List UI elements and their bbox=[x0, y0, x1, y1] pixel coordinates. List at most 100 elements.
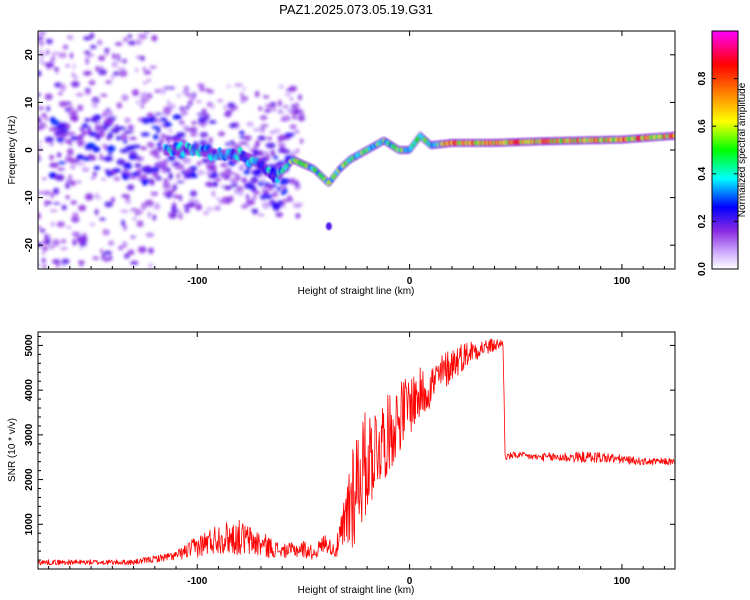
spectrogram-cluster-blob bbox=[262, 189, 269, 196]
spectrogram-cluster-blob bbox=[102, 144, 107, 148]
spectrogram-noise-blob bbox=[166, 191, 172, 199]
spectrogram-noise-blob bbox=[180, 164, 185, 171]
spectrogram-noise-blob bbox=[51, 258, 61, 265]
spectrogram-noise-blob bbox=[38, 263, 41, 267]
spectrogram-noise-blob bbox=[205, 206, 214, 212]
spectrogram-ytick-label: -10 bbox=[24, 190, 35, 205]
spectrogram-noise-blob bbox=[281, 205, 286, 209]
spectrogram-noise-blob bbox=[39, 228, 46, 233]
spectrogram-cluster-blob bbox=[123, 139, 128, 144]
spectrogram-cluster-blob bbox=[198, 116, 207, 124]
spectrogram-noise-blob bbox=[290, 111, 299, 115]
spectrogram-noise-blob bbox=[102, 256, 111, 262]
spectrogram-cluster-blob bbox=[58, 128, 65, 135]
spectrogram-noise-blob bbox=[78, 260, 85, 265]
spectrogram-noise-blob bbox=[264, 108, 272, 113]
spectrogram-cluster-blob bbox=[202, 141, 208, 145]
spectrogram-cluster-blob bbox=[252, 149, 259, 155]
spectrogram-noise-blob bbox=[99, 153, 103, 158]
spectrogram-ytick-label: 20 bbox=[24, 49, 35, 61]
spectrogram-cluster-blob bbox=[86, 142, 96, 149]
spectrogram-cluster-blob bbox=[54, 175, 64, 179]
spectrogram-noise-blob bbox=[118, 69, 128, 77]
spectrogram-cluster-blob bbox=[76, 154, 84, 160]
spectrogram-noise-blob bbox=[215, 197, 221, 200]
spectrogram-cluster-blob bbox=[241, 177, 247, 183]
spectrogram-noise-blob bbox=[130, 235, 136, 239]
spectrogram-noise-blob bbox=[168, 129, 173, 133]
spectrogram-noise-blob bbox=[50, 155, 54, 161]
spectrogram-noise-blob bbox=[41, 251, 46, 256]
spectrogram-noise-blob bbox=[214, 205, 221, 211]
spectrogram-noise-blob bbox=[221, 184, 225, 189]
spectrogram-noise-blob bbox=[61, 204, 67, 211]
spectrogram-noise-blob bbox=[94, 208, 99, 216]
spectrogram-noise-blob bbox=[70, 163, 76, 170]
spectrogram-noise-blob bbox=[99, 217, 106, 221]
spectrogram-cluster-blob bbox=[107, 152, 113, 156]
spectrogram-noise-blob bbox=[196, 161, 202, 166]
spectrogram-cluster-blob bbox=[130, 172, 140, 176]
spectrogram-noise-blob bbox=[94, 192, 99, 199]
spectrogram-noise-blob bbox=[64, 182, 71, 189]
snr-ytick-label: 4000 bbox=[24, 379, 35, 402]
snr-ytick-label: 2000 bbox=[24, 468, 35, 491]
spectrogram-noise-blob bbox=[172, 184, 178, 191]
spectrogram-noise-blob bbox=[100, 93, 108, 98]
spectrogram-cluster-blob bbox=[141, 166, 150, 172]
spectrogram-noise-blob bbox=[277, 136, 282, 143]
spectrogram-cluster-blob bbox=[69, 158, 77, 164]
colorbar-tick-label: 0.4 bbox=[697, 166, 708, 180]
spectrogram-cluster-blob bbox=[66, 131, 76, 136]
spectrogram-noise-blob bbox=[102, 228, 110, 236]
spectrogram-cluster-blob bbox=[239, 130, 245, 136]
spectrogram-cluster-blob bbox=[156, 128, 161, 134]
spectrogram-noise-blob bbox=[207, 89, 214, 94]
spectrogram-noise-blob bbox=[39, 41, 45, 45]
spectrogram-cluster-blob bbox=[225, 142, 230, 146]
spectrogram-plot-area bbox=[38, 31, 675, 269]
spectrogram-noise-blob bbox=[260, 124, 269, 127]
spectrogram-cluster-blob bbox=[160, 117, 167, 122]
spectrogram-noise-blob bbox=[176, 173, 181, 179]
spectrogram-noise-blob bbox=[90, 176, 96, 180]
spectrogram-noise-blob bbox=[177, 208, 181, 214]
spectrogram-noise-blob bbox=[38, 225, 42, 229]
spectrogram-cluster-blob bbox=[124, 130, 134, 134]
spectrogram-cluster-blob bbox=[252, 176, 258, 181]
spectrogram-cluster-blob bbox=[270, 149, 276, 157]
spectrogram-noise-blob bbox=[72, 232, 81, 238]
spectrogram-noise-blob bbox=[202, 124, 205, 128]
spectrogram-noise-blob bbox=[285, 88, 292, 92]
spectrogram-noise-blob bbox=[137, 33, 147, 38]
spectrogram-noise-blob bbox=[126, 184, 135, 191]
spectrogram-noise-blob bbox=[184, 208, 190, 213]
spectrogram-noise-blob bbox=[278, 84, 284, 89]
spectrogram-cluster-blob bbox=[109, 169, 117, 176]
spectrogram-noise-blob bbox=[103, 250, 112, 256]
spectrogram-noise-blob bbox=[293, 130, 300, 134]
spectrogram-noise-blob bbox=[62, 44, 69, 50]
spectrogram-cluster-blob bbox=[92, 171, 98, 177]
spectrogram-noise-blob bbox=[53, 202, 61, 205]
spectrogram-noise-blob bbox=[145, 232, 155, 238]
spectrogram-noise-blob bbox=[295, 148, 300, 153]
spectrogram-noise-blob bbox=[59, 141, 63, 145]
spectrogram-cluster-blob bbox=[95, 126, 106, 131]
spectrogram-cluster-blob bbox=[88, 153, 94, 160]
spectrogram-noise-blob bbox=[38, 212, 42, 220]
spectrogram-noise-blob bbox=[238, 167, 245, 172]
spectrogram-cluster-blob bbox=[168, 172, 173, 180]
spectrogram-noise-blob bbox=[60, 247, 68, 250]
spectrogram-noise-blob bbox=[292, 115, 297, 120]
spectrogram-noise-blob bbox=[282, 115, 291, 122]
spectrogram-cluster-blob bbox=[133, 155, 141, 160]
spectrogram-noise-blob bbox=[292, 202, 300, 209]
spectrogram-cluster-blob bbox=[57, 167, 66, 171]
spectrogram-noise-blob bbox=[50, 221, 56, 227]
spectrogram-noise-blob bbox=[127, 249, 135, 255]
spectrogram-noise-blob bbox=[65, 195, 70, 200]
